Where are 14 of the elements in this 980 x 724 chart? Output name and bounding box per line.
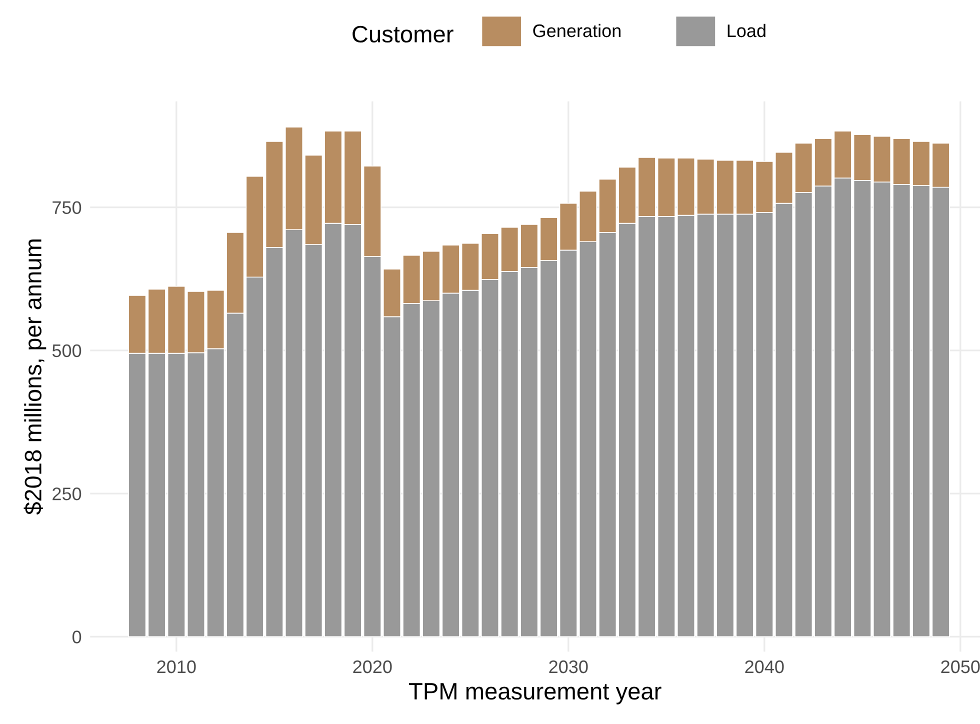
y-tick-label: 250	[52, 488, 82, 500]
x-tick-label: 2050	[941, 660, 980, 674]
y-axis-title: $2018 millions, per annum	[24, 240, 46, 515]
y-tick-label: 750	[52, 201, 82, 214]
legend-label: Load	[728, 24, 766, 38]
y-tick-label: 0	[72, 630, 82, 644]
x-tick-label: 2010	[157, 660, 196, 674]
x-tick-label: 2030	[549, 660, 588, 674]
x-tick-label: 2040	[745, 660, 784, 674]
x-axis-title: TPM measurement year	[409, 683, 662, 704]
x-tick-label: 2020	[353, 660, 392, 674]
y-tick-label: 500	[52, 344, 82, 358]
legend-label: Generation	[533, 24, 620, 38]
legend-title: Customer	[352, 26, 454, 43]
